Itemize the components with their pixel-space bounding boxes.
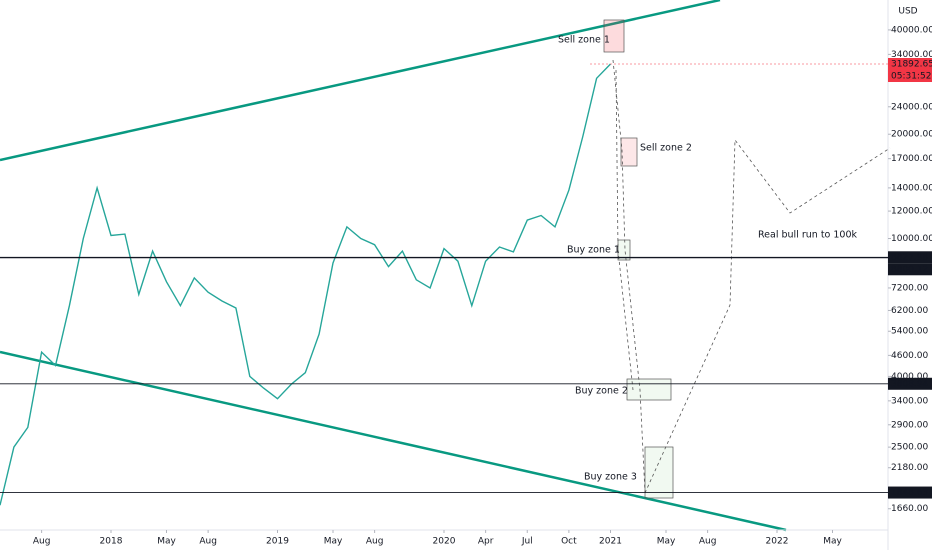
projection-path	[644, 138, 891, 494]
y-tick-label: 17000.00	[891, 154, 932, 164]
y-tick-label: 1660.00	[891, 504, 928, 514]
countdown: 05:31:52	[891, 72, 931, 82]
price-label: 1848.63	[891, 488, 928, 498]
x-tick-label: 2019	[266, 537, 289, 547]
y-tick-label: 6200.00	[891, 306, 928, 316]
y-tick-label: 14000.00	[891, 183, 932, 193]
x-tick-label: 2018	[100, 537, 123, 547]
x-tick-label: Jul	[521, 537, 533, 547]
price-line	[0, 63, 612, 506]
x-tick-label: Aug	[366, 537, 384, 547]
x-tick-label: May	[157, 537, 176, 547]
projection-path	[615, 69, 634, 391]
price-label-box	[888, 58, 932, 71]
annotation: Sell zone 1	[558, 35, 610, 46]
y-tick-label: 34000.00	[891, 50, 932, 60]
buy-zone-box	[644, 446, 674, 499]
y-tick-label: 5400.00	[891, 327, 928, 337]
x-tick-label: Aug	[199, 537, 217, 547]
trend-line	[0, 0, 721, 162]
trend-line	[0, 350, 787, 532]
currency-label: USD	[898, 7, 917, 17]
price-label: 3808.94	[891, 379, 928, 389]
x-tick-label: 2022	[766, 537, 789, 547]
y-tick-label: 2500.00	[891, 443, 928, 453]
y-tick-label: 24000.00	[891, 102, 932, 112]
x-tick-label: Aug	[699, 537, 717, 547]
x-tick-label: May	[823, 537, 842, 547]
countdown-box	[888, 70, 932, 83]
annotation: Buy zone 3	[584, 472, 637, 483]
x-tick-label: Oct	[561, 537, 577, 547]
x-tick-label: Aug	[33, 537, 51, 547]
price-label-box	[888, 486, 932, 499]
price-label-box	[888, 263, 932, 276]
price-label-box	[888, 377, 932, 390]
drawings	[0, 0, 891, 550]
annotation: Sell zone 2	[640, 143, 692, 154]
y-tick-label: 10000.00	[891, 234, 932, 244]
x-tick-label: 2021	[599, 537, 622, 547]
y-tick-label: 12000.00	[891, 207, 932, 217]
y-tick-label: 20000.00	[891, 130, 932, 140]
price-label: 8800.12	[891, 265, 928, 275]
projection-path	[612, 59, 646, 494]
price-label: 31892.65	[891, 60, 932, 70]
price-label: 8827.98	[891, 253, 928, 263]
annotation: Buy zone 2	[575, 386, 628, 397]
y-tick-label: 4600.00	[891, 351, 928, 361]
y-tick-label: 7200.00	[891, 283, 928, 293]
x-tick-label: May	[324, 537, 343, 547]
x-tick-label: Apr	[478, 537, 494, 547]
annotation: Real bull run to 100k	[758, 230, 858, 241]
price-label-box	[888, 251, 932, 264]
buy-zone-box	[626, 378, 672, 401]
x-tick-label: May	[657, 537, 676, 547]
y-tick-label: 2900.00	[891, 420, 928, 430]
y-tick-label: 3400.00	[891, 396, 928, 406]
y-tick-label: 4000.00	[891, 372, 928, 382]
sell-zone-box	[603, 19, 625, 53]
y-tick-label: 2180.00	[891, 463, 928, 473]
x-tick-label: 2020	[433, 537, 456, 547]
y-tick-label: 40000.00	[891, 25, 932, 35]
sell-zone-box	[620, 137, 638, 167]
annotation: Buy zone 1	[567, 245, 620, 256]
